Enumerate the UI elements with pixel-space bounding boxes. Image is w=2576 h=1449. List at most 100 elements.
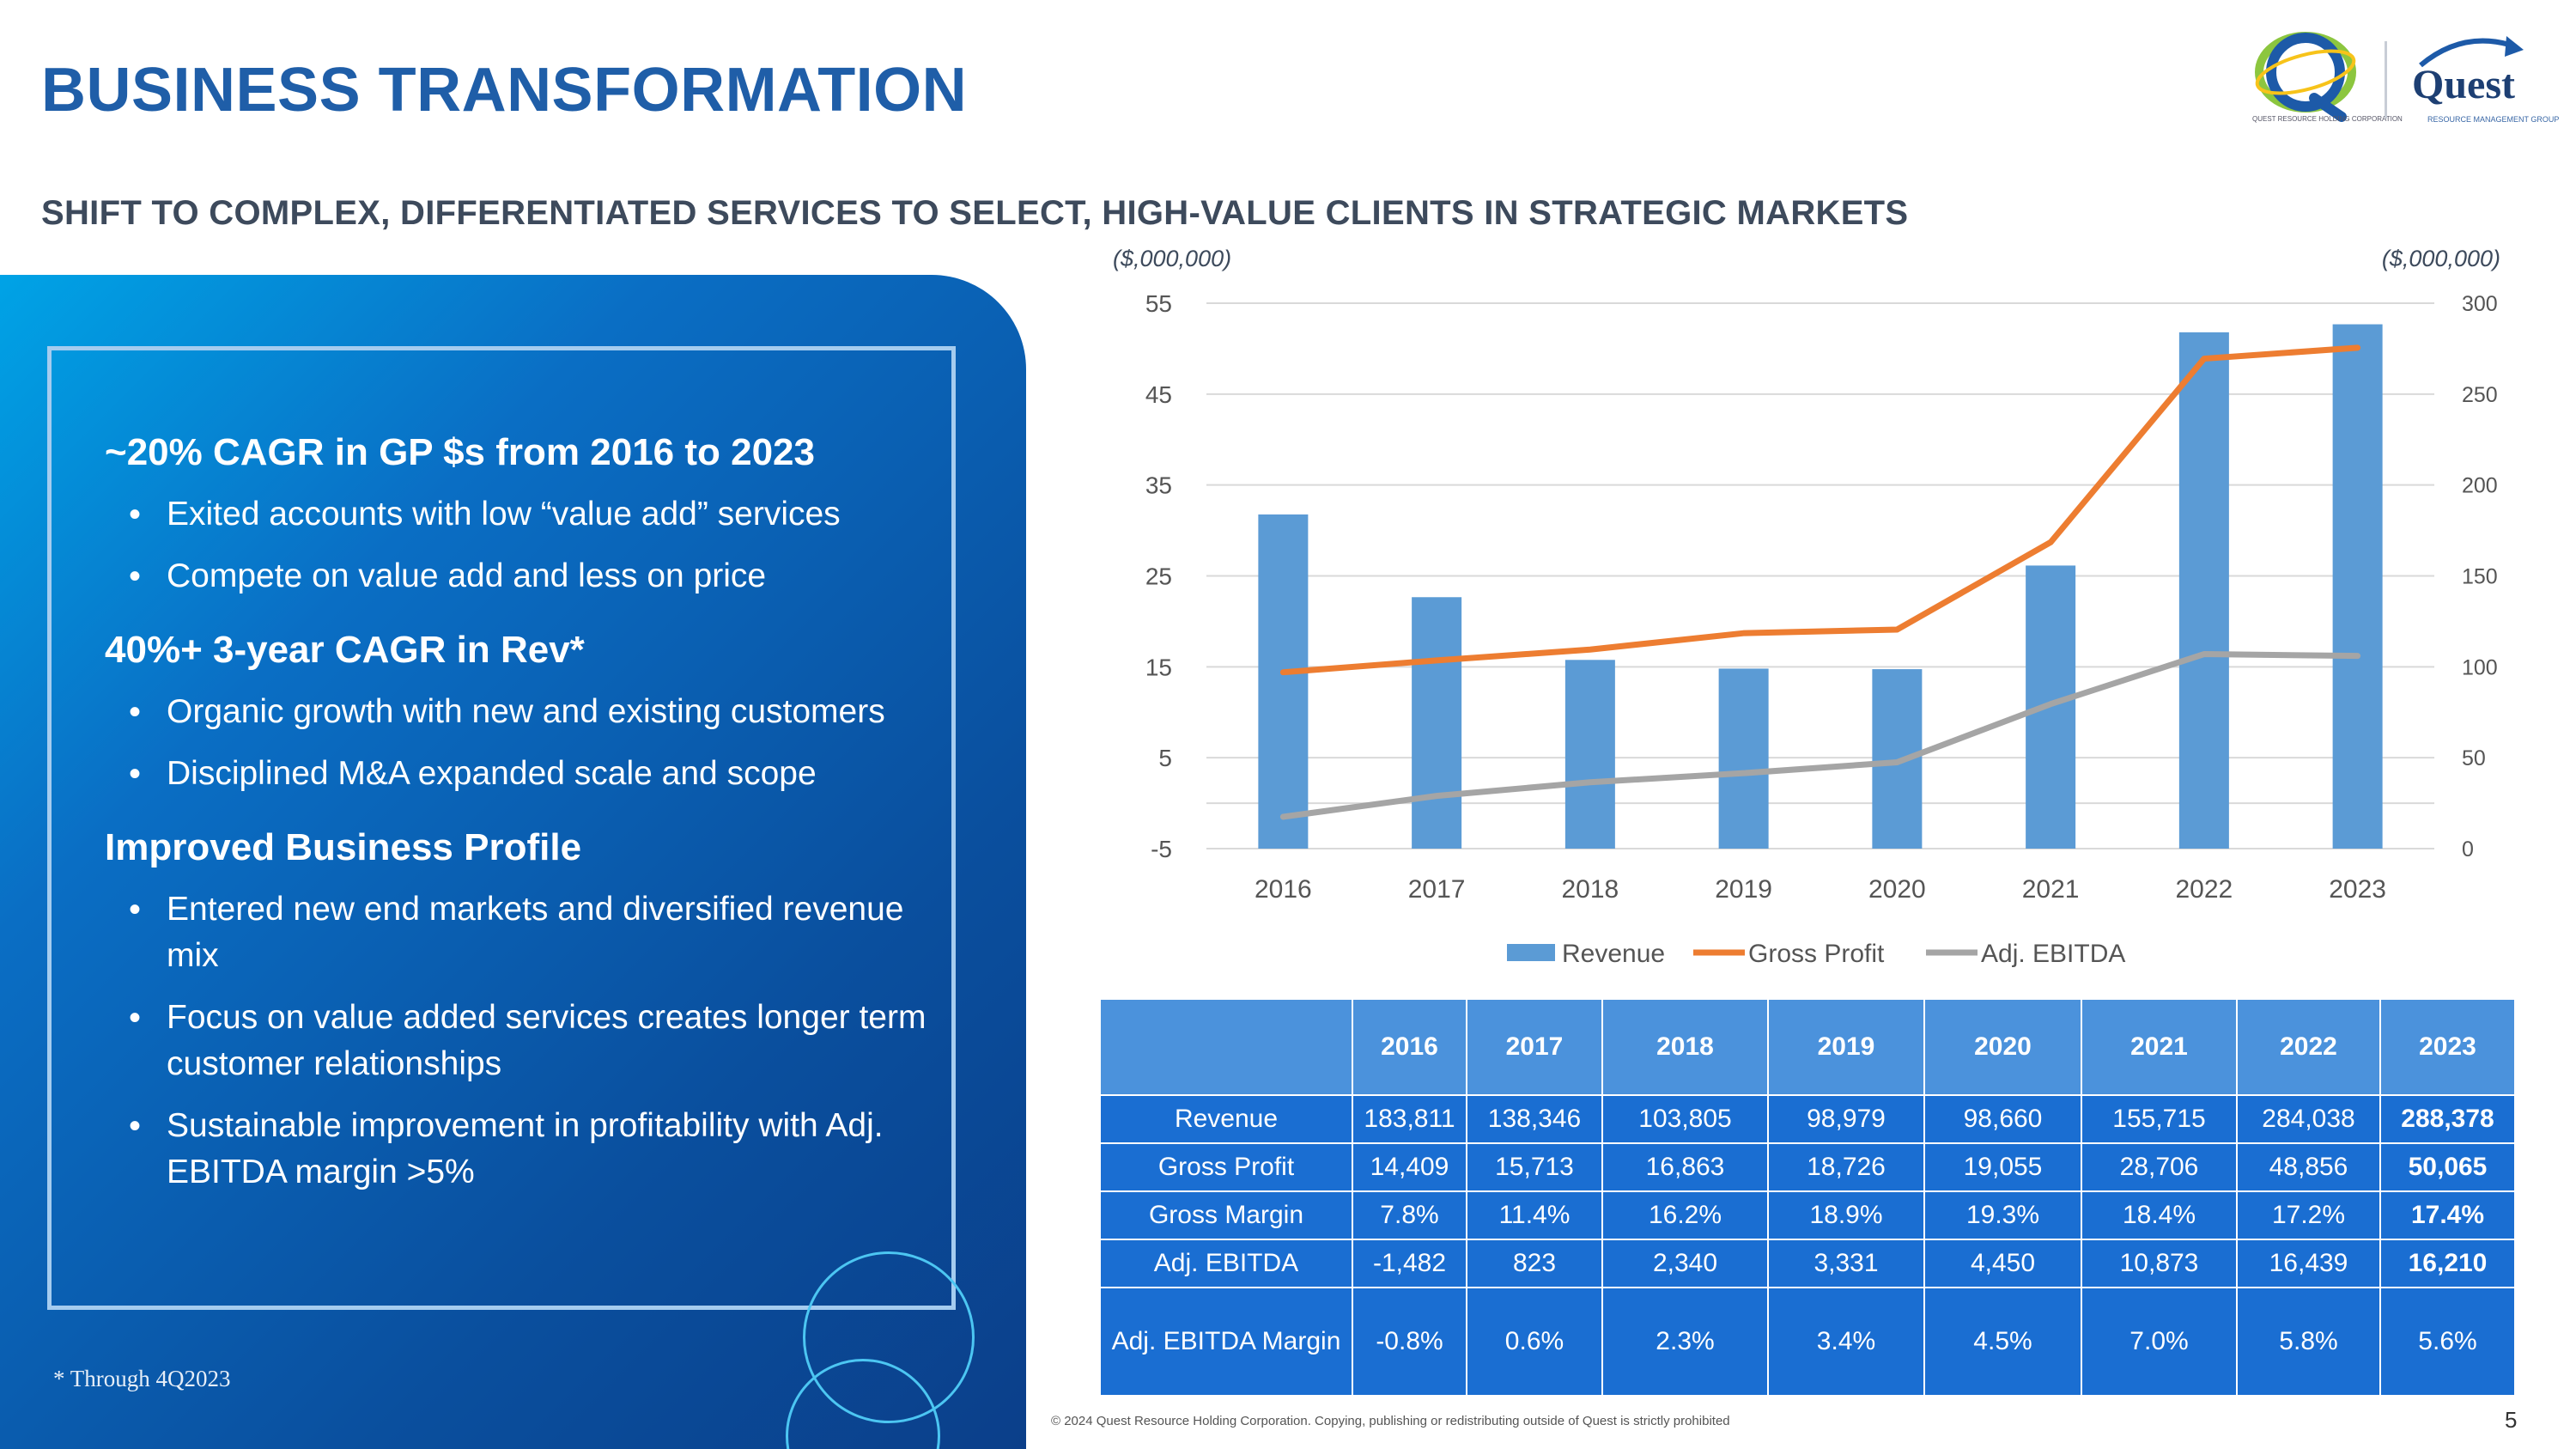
adj-ebitda-line: [1279, 651, 2361, 820]
revenue-bar: [1258, 514, 1309, 849]
left-tick-label: -5: [1151, 836, 1172, 862]
right-tick-label: 300: [2462, 292, 2498, 316]
x-tick-label: 2023: [2329, 875, 2386, 904]
table-row: Adj. EBITDA -1,482 823 2,340 3,331 4,450 10,87…: [1099, 1239, 2516, 1288]
left-tick-label: 25: [1145, 563, 1172, 590]
left-tick-label: 15: [1145, 654, 1172, 680]
bullet-item: Entered new end markets and diversified …: [105, 886, 955, 979]
legend-label: Gross Profit: [1748, 940, 1885, 968]
bullet-item: Compete on value add and less on price: [105, 553, 955, 600]
table-cell: 5.6%: [2379, 1287, 2516, 1397]
bullet-list: Organic growth with new and existing cus…: [105, 689, 955, 797]
table-cell: 4.5%: [1923, 1287, 2082, 1397]
row-label: Adj. EBITDA: [1099, 1239, 1353, 1288]
table-cell: 823: [1466, 1239, 1603, 1288]
x-tick-label: 2020: [1868, 875, 1926, 904]
quest-holding-logo-icon: [2255, 32, 2356, 122]
footnote: * Through 4Q2023: [53, 1366, 231, 1391]
right-tick-label: 0: [2462, 837, 2474, 861]
bullet-item: Focus on value added services creates lo…: [105, 995, 955, 1087]
logo-divider: [2385, 41, 2387, 119]
header-cell: [1099, 998, 1353, 1096]
table-cell: 16.2%: [1601, 1190, 1769, 1240]
chart-legend: Revenue Gross Profit Adj. EBITDA: [1507, 940, 2125, 968]
header-cell: 2019: [1767, 998, 1925, 1096]
bullet-item: Sustainable improvement in profitability…: [105, 1103, 955, 1196]
bullet-item: Organic growth with new and existing cus…: [105, 689, 955, 735]
table-cell: 0.6%: [1466, 1287, 1603, 1397]
revenue-bar: [1564, 660, 1615, 849]
table-cell: 18.4%: [2081, 1190, 2238, 1240]
table-row: Gross Profit 14,409 15,713 16,863 18,726 19,0…: [1099, 1142, 2516, 1192]
table-cell: 17.4%: [2379, 1190, 2516, 1240]
table-cell: 11.4%: [1466, 1190, 1603, 1240]
table-cell: 16,863: [1601, 1142, 1769, 1192]
x-tick-label: 2018: [1562, 875, 1619, 904]
table-cell: -1,482: [1352, 1239, 1467, 1288]
logo-area: QUEST RESOURCE HOLDING CORPORATION Quest…: [2245, 31, 2559, 134]
x-tick-label: 2022: [2176, 875, 2233, 904]
row-label: Gross Profit: [1099, 1142, 1353, 1192]
table-cell: 288,378: [2379, 1094, 2516, 1144]
table-header-row: 2016 2017 2018 2019 2020 2021 2022 2023: [1099, 998, 2516, 1096]
left-tick-label: 55: [1145, 290, 1172, 317]
table-cell: 103,805: [1601, 1094, 1769, 1144]
table-cell: 98,660: [1923, 1094, 2082, 1144]
table-cell: 18,726: [1767, 1142, 1925, 1192]
header-cell: 2017: [1466, 998, 1603, 1096]
right-axis-unit: ($,000,000): [2382, 246, 2500, 271]
holding-caption: QUEST RESOURCE HOLDING CORPORATION: [2252, 115, 2403, 123]
table-cell: 7.0%: [2081, 1287, 2238, 1397]
table-cell: 10,873: [2081, 1239, 2238, 1288]
legend-swatch-revenue: [1507, 944, 1555, 961]
section-heading: ~20% CAGR in GP $s from 2016 to 2023: [105, 431, 815, 473]
table-cell: 5.8%: [2236, 1287, 2381, 1397]
revenue-bar: [1718, 668, 1769, 849]
x-tick-label: 2021: [2022, 875, 2080, 904]
financial-combo-chart: 55 45 35 25 15 5 -5 300 250 200 150 100 50 0 ($,000,00…: [1113, 246, 2500, 968]
x-tick-label: 2017: [1408, 875, 1466, 904]
right-tick-label: 100: [2462, 655, 2498, 679]
quest-brand-logo-icon: Quest: [2412, 36, 2524, 107]
table-cell: 16,210: [2379, 1239, 2516, 1288]
section-heading: Improved Business Profile: [105, 826, 582, 868]
table-cell: 98,979: [1767, 1094, 1925, 1144]
revenue-bar: [2332, 324, 2383, 849]
header-cell: 2018: [1601, 998, 1769, 1096]
right-tick-label: 250: [2462, 383, 2498, 407]
panel-border: [47, 346, 956, 1310]
table-cell: 4,450: [1923, 1239, 2082, 1288]
table-cell: 14,409: [1352, 1142, 1467, 1192]
legend-label: Adj. EBITDA: [1981, 940, 2125, 968]
financial-table: 2016 2017 2018 2019 2020 2021 2022 2023 …: [1099, 998, 2516, 1397]
line-series: [1279, 344, 2361, 820]
highlights-panel: ~20% CAGR in GP $s from 2016 to 2023 Exi…: [0, 275, 1026, 1449]
brand-name: Quest: [2412, 62, 2515, 107]
table-cell: 17.2%: [2236, 1190, 2381, 1240]
header-cell: 2021: [2081, 998, 2238, 1096]
page-number: 5: [2505, 1407, 2518, 1433]
header-cell: 2022: [2236, 998, 2381, 1096]
left-tick-label: 45: [1145, 381, 1172, 408]
table-cell: 2,340: [1601, 1239, 1769, 1288]
header-cell: 2020: [1923, 998, 2082, 1096]
slide-title: BUSINESS TRANSFORMATION: [41, 56, 968, 125]
table-cell: 284,038: [2236, 1094, 2381, 1144]
revenue-bar: [2178, 332, 2229, 849]
revenue-bar: [1412, 597, 1462, 849]
table-cell: 3,331: [1767, 1239, 1925, 1288]
group-caption: RESOURCE MANAGEMENT GROUP: [2427, 115, 2560, 124]
right-tick-label: 50: [2462, 746, 2486, 770]
legend-label: Revenue: [1562, 940, 1665, 968]
gross-profit-line: [1279, 344, 2361, 676]
table-cell: 183,811: [1352, 1094, 1467, 1144]
x-tick-label: 2016: [1255, 875, 1312, 904]
section-heading: 40%+ 3-year CAGR in Rev*: [105, 629, 585, 671]
table-cell: 155,715: [2081, 1094, 2238, 1144]
revenue-bar: [1872, 669, 1923, 849]
gridlines: [1206, 302, 2434, 849]
table-cell: -0.8%: [1352, 1287, 1467, 1397]
slide-subtitle: SHIFT TO COMPLEX, DIFFERENTIATED SERVICE…: [41, 194, 1909, 232]
left-tick-label: 35: [1145, 472, 1172, 499]
panel-content: ~20% CAGR in GP $s from 2016 to 2023 Exi…: [105, 431, 955, 1225]
